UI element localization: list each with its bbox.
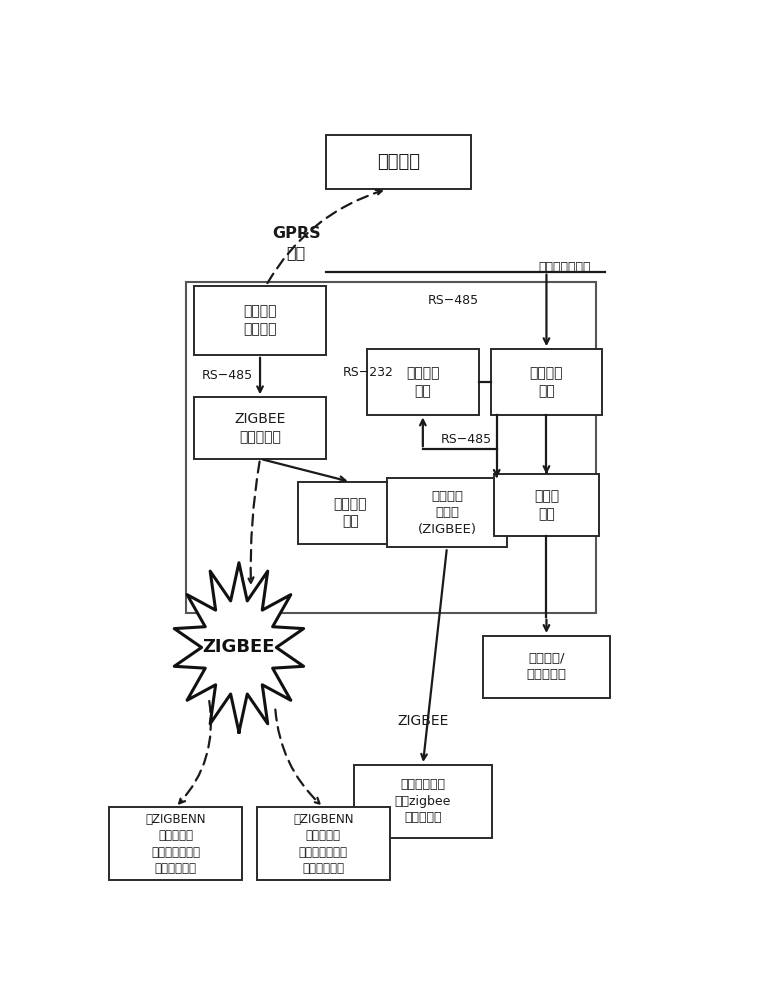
Text: 带ZIGBENN
传输模块的
多功能智能电表
（台区子表）: 带ZIGBENN 传输模块的 多功能智能电表 （台区子表） [145,813,206,875]
FancyBboxPatch shape [353,765,492,838]
Text: 配变测控
终端: 配变测控 终端 [406,366,440,398]
Text: 互动终端
集中器
(ZIGBEE): 互动终端 集中器 (ZIGBEE) [418,490,476,536]
Text: 无功补偿
设备: 无功补偿 设备 [334,497,367,529]
FancyBboxPatch shape [298,482,403,544]
FancyBboxPatch shape [194,397,326,459]
Text: GPRS
无线: GPRS 无线 [272,226,321,260]
FancyBboxPatch shape [494,474,599,536]
Text: 带ZIGBENN
传输模块的
多功能智能电表
（台区子表）: 带ZIGBENN 传输模块的 多功能智能电表 （台区子表） [293,813,354,875]
Polygon shape [174,563,303,732]
Text: 后台主站: 后台主站 [377,153,420,171]
Text: RS−485: RS−485 [440,433,492,446]
Text: ZIGBEE: ZIGBEE [203,638,275,656]
Text: RS−485: RS−485 [427,294,478,307]
FancyBboxPatch shape [367,349,478,415]
FancyBboxPatch shape [491,349,602,415]
Text: 智能互动终端
（含zigbee
通讯模块）: 智能互动终端 （含zigbee 通讯模块） [394,778,451,824]
Text: 智能通讯
设备: 智能通讯 设备 [530,366,563,398]
Text: 台区无线
通讯设备: 台区无线 通讯设备 [244,304,277,336]
Text: 有载调容/
调压变压器: 有载调容/ 调压变压器 [527,652,566,681]
FancyBboxPatch shape [194,286,326,355]
FancyBboxPatch shape [187,282,597,613]
Text: ZIGBEE: ZIGBEE [397,714,449,728]
FancyBboxPatch shape [387,478,507,547]
Text: 智能断
路器: 智能断 路器 [534,489,559,521]
Text: ZIGBEE
电表集中器: ZIGBEE 电表集中器 [234,412,286,444]
FancyBboxPatch shape [257,807,390,880]
FancyBboxPatch shape [326,135,471,189]
Text: RS−232: RS−232 [343,366,394,379]
Text: RS−485: RS−485 [202,369,252,382]
FancyBboxPatch shape [109,807,242,880]
FancyBboxPatch shape [483,636,610,698]
Text: 智能集中控制器: 智能集中控制器 [538,261,591,274]
